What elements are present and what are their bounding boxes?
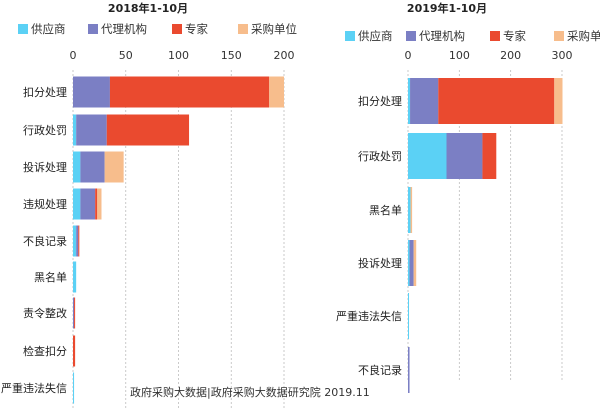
- chart1-legend-swatch: [172, 24, 182, 34]
- chart1-tick-label: 150: [221, 49, 242, 62]
- chart2-legend-swatch: [490, 31, 500, 41]
- chart1-bar-segment: [104, 151, 124, 183]
- chart1-tick-label: 100: [168, 49, 189, 62]
- chart1-legend-label: 专家: [185, 22, 208, 36]
- chart1-category-label: 违规处理: [23, 197, 67, 211]
- chart2-bar-segment: [554, 78, 563, 124]
- chart1-bar-segment: [76, 225, 79, 257]
- chart1-bar-segment: [269, 76, 284, 108]
- chart2-bar-segment: [408, 78, 411, 124]
- chart2-tick-label: 0: [405, 49, 412, 62]
- chart2-tick-label: 300: [551, 49, 572, 62]
- chart1-bar-segment: [73, 225, 77, 257]
- chart1-bar-segment: [78, 225, 80, 257]
- chart2-bar-segment: [409, 240, 414, 286]
- chart1-bar-segment: [73, 261, 77, 293]
- chart2-legend-swatch: [345, 31, 355, 41]
- chart2-category-label: 严重违法失信: [336, 309, 402, 323]
- chart1-tick-label: 50: [119, 49, 133, 62]
- chart2-legend-label: 专家: [503, 29, 526, 43]
- chart1-bar-segment: [73, 335, 76, 367]
- chart1-category-label: 扣分处理: [23, 85, 67, 99]
- chart1-bar-segment: [95, 188, 98, 220]
- chart1-bar-segment: [73, 372, 75, 404]
- chart2-tick-label: 200: [500, 49, 521, 62]
- chart1-bar-segment: [73, 188, 81, 220]
- chart1-legend-label: 供应商: [31, 22, 66, 36]
- chart1-legend-swatch: [18, 24, 28, 34]
- source-note: 政府采购大数据|政府采购大数据研究院 2019.11: [130, 386, 370, 399]
- chart2-bar-segment: [413, 240, 417, 286]
- chart1-bar-segment: [73, 297, 75, 329]
- chart2-title: 2019年1-10月: [407, 1, 487, 15]
- chart2-bar-segment: [408, 187, 411, 233]
- chart1-bar-segment: [74, 297, 76, 329]
- chart2-bar-segment: [446, 133, 483, 179]
- chart2-bar-segment: [438, 78, 555, 124]
- chart2-legend-label: 代理机构: [419, 29, 465, 43]
- chart1-category-label: 检查扣分: [23, 344, 67, 358]
- chart1-category-label: 不良记录: [23, 234, 67, 248]
- chart1-category-label: 行政处罚: [23, 123, 67, 137]
- chart2-bar-segment: [410, 187, 413, 233]
- chart2-category-label: 黑名单: [369, 203, 402, 217]
- chart1-category-label: 黑名单: [34, 270, 67, 284]
- chart1-legend-swatch: [88, 24, 98, 34]
- chart2-category-label: 行政处罚: [358, 149, 402, 163]
- chart1-tick-label: 200: [274, 49, 295, 62]
- chart2-tick-label: 100: [449, 49, 470, 62]
- chart2-category-label: 扣分处理: [358, 94, 402, 108]
- chart1-legend-swatch: [238, 24, 248, 34]
- chart1-title: 2018年1-10月: [108, 1, 188, 15]
- chart2-bar-segment: [408, 347, 410, 393]
- chart1-category-label: 责令整改: [23, 306, 67, 320]
- chart2-category-label: 投诉处理: [358, 256, 402, 270]
- chart1-bar-segment: [73, 151, 81, 183]
- chart1-legend-label: 代理机构: [101, 22, 147, 36]
- chart2-legend-label: 采购单位: [567, 29, 600, 43]
- chart2-bar-segment: [408, 240, 410, 286]
- chart1-legend-label: 采购单位: [251, 22, 297, 36]
- chart2-legend-swatch: [406, 31, 416, 41]
- chart2-bar-segment: [408, 133, 447, 179]
- chart2-category-label: 不良记录: [358, 363, 402, 377]
- chart1-bar-segment: [106, 114, 190, 146]
- chart2-bar-segment: [410, 78, 439, 124]
- chart1-bar-segment: [80, 151, 105, 183]
- chart2-bar-segment: [482, 133, 497, 179]
- chart2-legend-swatch: [554, 31, 564, 41]
- chart1-category-label: 投诉处理: [23, 160, 67, 174]
- chart2-bar-segment: [408, 293, 410, 339]
- chart1-bar-segment: [73, 114, 77, 146]
- chart1-bar-segment: [76, 114, 107, 146]
- chart1-bar-segment: [80, 188, 96, 220]
- chart1-tick-label: 0: [70, 49, 77, 62]
- chart1-bar-segment: [109, 76, 270, 108]
- chart2-legend-label: 供应商: [358, 29, 393, 43]
- chart1-bar-segment: [73, 76, 110, 108]
- chart1-bar-segment: [97, 188, 102, 220]
- chart1-category-label: 严重违法失信: [1, 381, 67, 395]
